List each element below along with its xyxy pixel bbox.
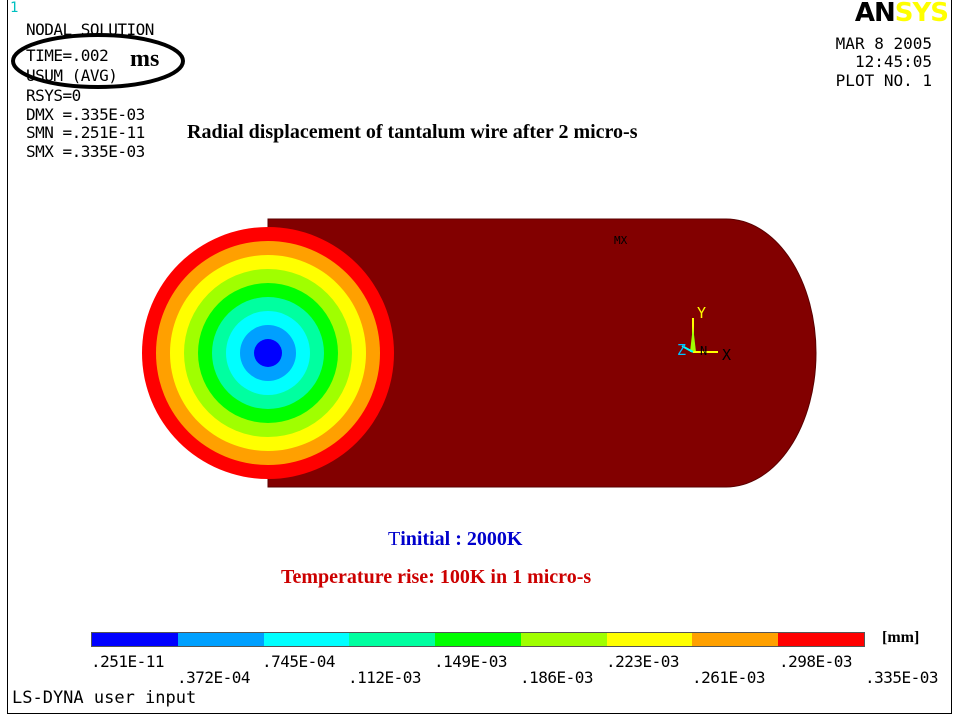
legend-swatch [349,633,436,646]
legend-label: .251E-11 [91,652,165,671]
info-line: SMN =.251E-11 [26,123,145,142]
legend-swatch [435,633,521,646]
legend-label: .372E-04 [177,668,251,687]
plot-date: MAR 8 2005 [835,34,932,53]
legend-swatch [606,633,693,646]
legend-swatch [778,633,865,646]
axis-z-label: Z [677,341,687,359]
tinitial-rest: initial : 2000K [400,528,523,550]
node-label: N [700,344,708,358]
color-legend-bar [91,632,865,647]
ms-annotation: ms [130,46,160,72]
legend-swatch [692,633,779,646]
info-line: RSYS=0 [26,86,81,105]
legend-label: .149E-03 [434,652,508,671]
legend-label: .335E-03 [865,668,939,687]
legend-label: .112E-03 [348,668,422,687]
plot-time: 12:45:05 [854,52,932,71]
axis-x-label: X [722,346,732,364]
initial-temperature: Tinitial : 2000K [388,528,522,551]
legend-swatch [263,633,350,646]
legend-swatch [92,633,178,646]
legend-label: .298E-03 [779,652,853,671]
legend-label: .186E-03 [520,668,594,687]
legend-swatch [520,633,607,646]
info-line: USUM (AVG) [26,66,118,85]
info-line: SMX =.335E-03 [26,142,145,161]
axis-y-label: Y [697,304,707,322]
max-marker: MX [614,234,628,247]
logo-part1: AN [854,0,896,28]
info-line: TIME=.002 [26,46,109,65]
end-face-contours [142,227,394,479]
unit-label: [mm] [882,629,920,646]
legend-label: .261E-03 [692,668,766,687]
footer-label: LS-DYNA user input [12,688,197,708]
ansys-logo: ANSYS [854,0,949,28]
info-line: DMX =.335E-03 [26,105,145,124]
tinitial-t: T [388,528,401,550]
temperature-rise: Temperature rise: 100K in 1 micro-s [281,566,592,588]
coordinate-triad [681,318,718,353]
legend-label: .223E-03 [606,652,680,671]
plot-frame [7,0,952,714]
plot-title: Radial displacement of tantalum wire aft… [187,121,638,143]
annotation-ellipse [11,33,185,89]
info-line: NODAL SOLUTION [26,20,154,39]
legend-swatch [177,633,264,646]
plot-number: PLOT NO. 1 [835,71,932,90]
legend-label: .745E-04 [262,652,336,671]
logo-part2: SYS [894,0,949,28]
cylinder-body [268,219,816,487]
plot-id: 1 [10,0,19,16]
